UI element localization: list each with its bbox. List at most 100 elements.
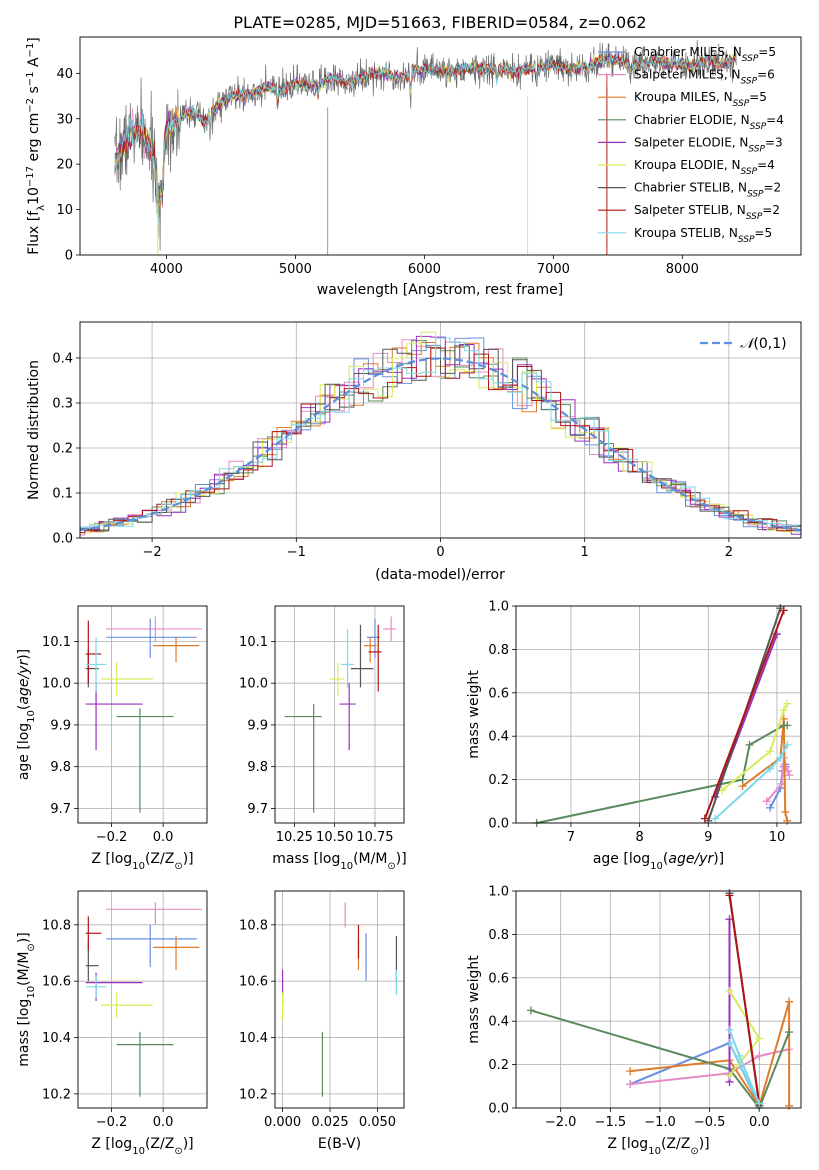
z-weight-frame [515,890,802,1109]
weight-marker-kroupa-stelib [711,814,720,823]
age-weight-xtick-label: 7 [567,830,575,845]
mass-age-ytick-label: 10.1 [239,635,268,650]
weight-marker-salpeter-stelib [779,606,788,615]
z-age-ytick-label: 10.0 [42,677,71,692]
histogram-chabrier-stelib [80,345,801,531]
weight-line-kroupa-elodie [721,703,789,792]
legend-label-salpeter-elodie: Salpeter ELODIE, NSSP=3 [634,135,783,154]
z-weight-ylabel: mass weight [466,955,482,1044]
z-mass-panel: −0.2 0.0 10.2 10.4 10.6 10.8 Z [log10(Z/Z⊙)] ma… [16,890,208,1157]
age-weight-xlabel: age [log10(age/yr)] [593,851,724,872]
spectrum-ytick-label: 30 [56,112,73,127]
weight-marker-kroupa-stelib [776,753,785,762]
ebv-mass-ytick-label: 10.4 [239,1031,268,1046]
spectrum-xtick-label: 5000 [279,262,312,277]
residuals-xlabel: (data-model)/error [375,567,505,583]
histogram-kroupa-miles [80,342,801,533]
spectrum-ytick-label: 20 [56,158,73,173]
age-weight-ytick-label: 0.2 [488,773,509,788]
mass-age-xtick-label: 10.50 [316,830,353,845]
z-weight-panel: −2.0 −1.5 −1.0 −0.5 0.0 0.0 0.2 0.4 0.6 0.8 1.0 Z [… [466,885,802,1157]
z-weight-ytick-label: 0.0 [488,1102,509,1117]
z-mass-ytick-label: 10.4 [42,1031,71,1046]
age-weight-frame [515,605,802,824]
z-weight-ytick-label: 0.2 [488,1058,509,1073]
z-age-xtick-label: −0.2 [96,830,128,845]
residuals-frame [79,321,802,539]
z-weight-ytick-label: 0.8 [488,928,509,943]
z-age-ytick-label: 9.9 [50,718,71,733]
spectrum-xtick-label: 4000 [150,262,183,277]
weight-marker-chabrier-elodie [785,1028,794,1037]
ebv-mass-errorbars [281,902,398,1097]
weight-line-kroupa-stelib [728,1029,761,1105]
z-mass-frame [77,890,208,1109]
ebv-mass-xtick-label: 0.025 [311,1115,348,1130]
z-mass-ytick-label: 10.6 [42,975,71,990]
weight-marker-kroupa-miles [785,997,794,1006]
weight-marker-kroupa-stelib [725,1025,734,1034]
spectrum-panel: 4000 5000 6000 7000 8000 0 10 20 30 40 wavelength … [25,36,802,298]
model-spectrum-kroupa-stelib [114,53,737,226]
weight-line-kroupa-stelib [714,744,789,820]
age-weight-xtick-label: 8 [635,830,643,845]
z-age-xlabel: Z [log10(Z/Z⊙)] [91,851,193,872]
observed-spectrum-line [114,39,737,251]
ebv-mass-xtick-label: 0.000 [264,1115,301,1130]
weight-marker-kroupa-elodie [766,747,775,756]
age-weight-ytick-label: 0.6 [488,686,509,701]
residuals-xtick-label: 1 [581,545,589,560]
histogram-group [80,331,801,536]
weight-marker-kroupa-stelib [755,1099,764,1108]
spectrum-xtick-label: 6000 [408,262,441,277]
weight-marker-kroupa-elodie [755,1034,764,1043]
weight-marker-salpeter-stelib [725,891,734,900]
mass-age-panel: 10.25 10.50 10.75 9.7 9.8 9.9 10.0 10.1 mass [lo… [239,605,407,872]
mass-age-frame [274,605,405,824]
age-weight-xtick-label: 10 [769,830,786,845]
z-age-ytick-label: 9.7 [50,802,71,817]
weight-line-salpeter-stelib [728,895,761,1104]
histogram-kroupa-stelib [80,337,801,533]
spectrum-frame [79,36,802,256]
age-weight-ytick-label: 0.0 [488,817,509,832]
age-weight-ytick-label: 0.4 [488,730,509,745]
ebv-mass-xlabel: E(B-V) [318,1136,361,1152]
legend-label-kroupa-miles: Kroupa MILES, NSSP=5 [634,90,767,109]
z-weight-lines [526,889,794,1112]
z-weight-ytick-label: 0.4 [488,1015,509,1030]
weight-line-chabrier-elodie [530,1009,791,1111]
spectrum-ytick-label: 40 [56,67,73,82]
age-weight-panel: 7 8 9 10 0.0 0.2 0.4 0.6 0.8 1.0 age [log10(age/yr… [466,600,802,872]
weight-marker-kroupa-elodie [779,706,788,715]
mass-age-ytick-label: 9.8 [247,760,268,775]
weight-marker-kroupa-stelib [783,740,792,749]
weight-marker-kroupa-miles [626,1067,635,1076]
residuals-ytick-label: 0.0 [52,532,73,547]
ebv-mass-xtick-label: 0.050 [359,1115,396,1130]
z-age-ytick-label: 9.8 [50,760,71,775]
weight-marker-kroupa-elodie [725,986,734,995]
ebv-mass-ytick-label: 10.8 [239,918,268,933]
residuals-xtick-label: 2 [725,545,733,560]
weight-marker-chabrier-elodie [526,1006,535,1015]
z-mass-xtick-label: −0.2 [96,1115,128,1130]
z-weight-xtick-label: −1.0 [644,1115,676,1130]
mass-age-ytick-label: 9.9 [247,718,268,733]
z-age-ytick-label: 10.1 [42,635,71,650]
weight-marker-kroupa-elodie [725,1071,734,1080]
legend-label-chabrier-stelib: Chabrier STELIB, NSSP=2 [634,181,781,200]
weight-marker-kroupa-miles [783,816,792,825]
spectrum-curves [114,39,737,255]
weight-marker-salpeter-stelib [700,814,709,823]
z-mass-ylabel: mass [log10(M/M⊙)] [16,932,37,1066]
z-weight-ytick-label: 1.0 [488,885,509,900]
z-age-panel: −0.2 0.0 9.7 9.8 9.9 10.0 10.1 Z [log10(Z/Z⊙)] a… [16,605,208,872]
residuals-xtick-label: −2 [143,545,162,560]
z-weight-xtick-label: −2.0 [545,1115,577,1130]
age-weight-ylabel: mass weight [466,670,482,759]
residuals-ytick-label: 0.3 [52,397,73,412]
spectrum-legend: Chabrier MILES, NSSP=5 Salpeter MILES, NS… [598,45,784,245]
mass-age-errorbars [284,616,396,813]
residuals-xtick-label: 0 [436,545,444,560]
